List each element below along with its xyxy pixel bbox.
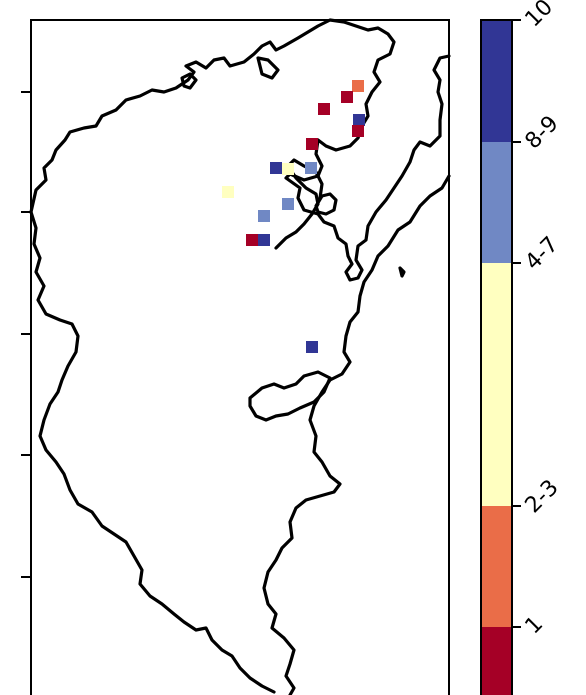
mainland-east-coastline xyxy=(262,174,451,695)
colorbar-segment xyxy=(481,263,512,506)
small-island-coastline xyxy=(314,192,338,216)
colorbar-tick-label: 8-9 xyxy=(521,111,564,154)
site-marker xyxy=(222,186,234,198)
colorbar-tick-label: 4-7 xyxy=(521,232,564,275)
site-marker xyxy=(258,210,270,222)
colorbar: 1 2-3 4-7 8-9 10 xyxy=(480,0,564,695)
site-marker xyxy=(270,162,282,174)
site-marker xyxy=(352,80,364,92)
mainland-coastline xyxy=(29,18,451,282)
colorbar-segment xyxy=(481,506,512,627)
colorbar-segment xyxy=(481,142,512,263)
north-west-inlet-coastline xyxy=(256,56,280,80)
left-axis-ticks xyxy=(21,91,31,578)
site-marker xyxy=(258,234,270,246)
site-marker xyxy=(305,162,317,174)
colorbar-tick-label: 10 xyxy=(521,0,558,32)
colorbar-segment xyxy=(481,20,512,142)
site-marker xyxy=(353,114,365,126)
site-marker xyxy=(318,103,330,115)
site-marker xyxy=(282,163,294,175)
colorbar-segment xyxy=(481,627,512,695)
map-frame xyxy=(30,19,450,695)
site-marker xyxy=(282,198,294,210)
coastline xyxy=(29,18,451,695)
north-islet-coastline xyxy=(180,72,198,90)
site-marker xyxy=(352,125,364,137)
east-islet-coastline xyxy=(398,266,406,278)
gulf-inlet-coastline xyxy=(248,370,332,422)
sites-layer xyxy=(222,80,365,353)
site-marker xyxy=(246,234,258,246)
site-marker xyxy=(341,91,353,103)
site-marker xyxy=(306,341,318,353)
colorbar-tick-label: 1 xyxy=(521,612,549,640)
mainland-west-coastline xyxy=(29,210,276,694)
site-marker xyxy=(306,138,318,150)
colorbar-tick-label: 2-3 xyxy=(521,475,564,518)
colorbar-frame xyxy=(480,19,513,695)
